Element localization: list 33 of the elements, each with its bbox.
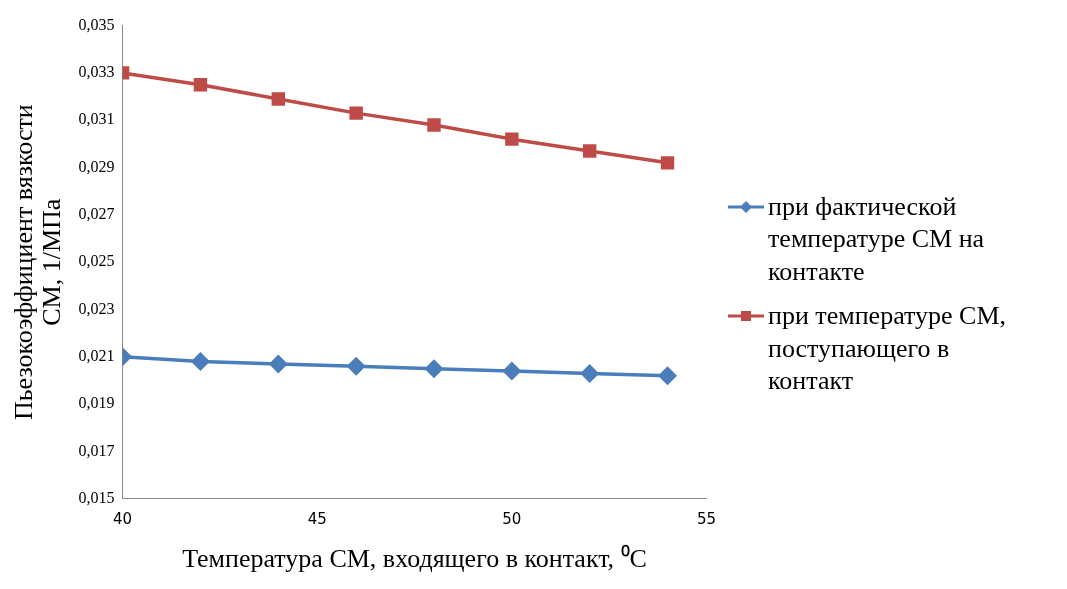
legend-label: при температуре СМ, поступающего в контакт bbox=[768, 300, 1008, 397]
y-tick-label: 0,017 bbox=[78, 441, 115, 459]
point bbox=[193, 78, 208, 92]
y-tick-label: 0,023 bbox=[78, 299, 115, 317]
y-tick-label: 0,033 bbox=[78, 63, 115, 81]
legend-label: при фактической температуре СМ на контакте bbox=[768, 190, 986, 288]
x-tick-label: 45 bbox=[307, 509, 327, 528]
point bbox=[347, 357, 365, 376]
point bbox=[425, 359, 443, 378]
point bbox=[271, 92, 285, 106]
point bbox=[582, 144, 597, 158]
y-tick-label: 0,021 bbox=[78, 347, 115, 365]
x-tick-label: 40 bbox=[113, 509, 133, 528]
point bbox=[660, 156, 675, 170]
y-tick-label: 0,027 bbox=[78, 205, 115, 223]
y-tick-label: 0,031 bbox=[78, 110, 115, 128]
point bbox=[580, 364, 599, 383]
point bbox=[427, 118, 441, 132]
y-tick-label: 0,015 bbox=[78, 489, 115, 506]
y-tick-label: 0,035 bbox=[78, 15, 115, 33]
point bbox=[191, 352, 210, 371]
point bbox=[269, 355, 288, 373]
point bbox=[505, 132, 519, 146]
y-tick-label: 0,019 bbox=[78, 394, 115, 412]
point bbox=[349, 106, 363, 120]
x-axis-title: Температура СМ, входящего в контакт, ⁰С bbox=[182, 544, 647, 574]
point bbox=[658, 367, 677, 385]
y-tick-label: 0,025 bbox=[78, 252, 115, 270]
y-axis-title: Пьезокоэффициент вязкости СМ, 1/МПа bbox=[9, 104, 66, 421]
x-tick-label: 55 bbox=[696, 509, 716, 528]
x-tick-label: 50 bbox=[502, 509, 522, 528]
point bbox=[503, 362, 521, 380]
y-tick-label: 0,029 bbox=[78, 157, 115, 175]
